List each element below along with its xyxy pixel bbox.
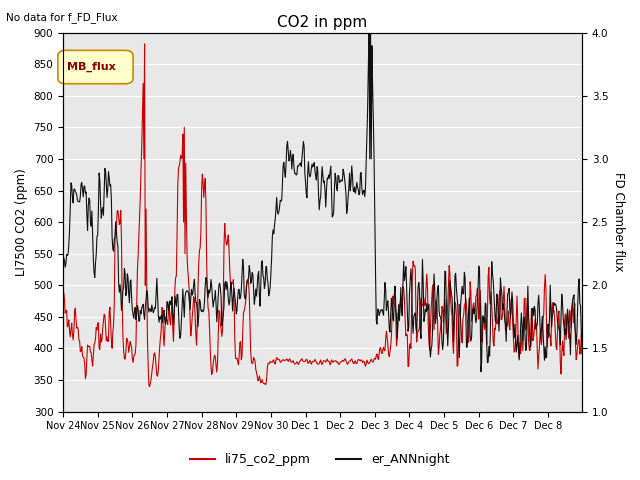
FancyBboxPatch shape [58,50,133,84]
Legend: li75_co2_ppm, er_ANNnight: li75_co2_ppm, er_ANNnight [186,448,454,471]
Text: No data for f_FD_Flux: No data for f_FD_Flux [6,12,118,23]
Text: MB_flux: MB_flux [67,62,116,72]
Y-axis label: LI7500 CO2 (ppm): LI7500 CO2 (ppm) [15,168,28,276]
Title: CO2 in ppm: CO2 in ppm [277,15,367,30]
Y-axis label: FD Chamber flux: FD Chamber flux [612,172,625,272]
